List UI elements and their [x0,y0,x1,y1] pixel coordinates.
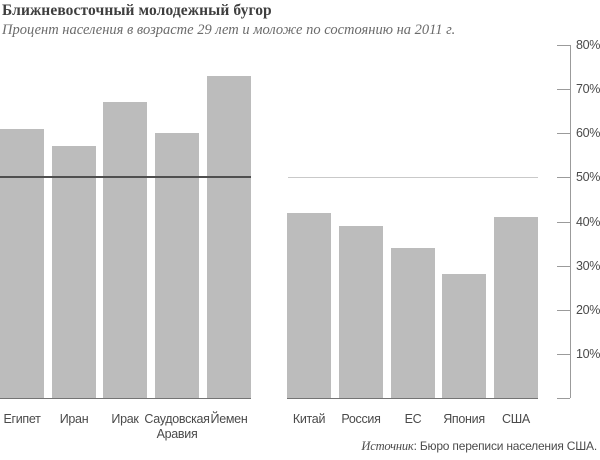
source-text: : Бюро переписи населения США. [413,439,598,453]
bar-comparison-0 [287,213,331,398]
x-axis-label: США [502,412,530,426]
bar-comparison-1 [339,226,383,398]
bar-middle-east-4 [207,76,251,398]
y-axis-tick-label: 60% [576,126,600,140]
y-axis-tick [557,222,570,223]
chart-title: Ближневосточный молодежный бугор [2,2,272,19]
y-axis-tick-label: 70% [576,82,600,96]
bar-comparison-2 [391,248,435,398]
y-axis-tick [557,89,570,90]
reference-line-50pct-left [0,176,251,178]
bar-middle-east-0 [0,129,44,398]
y-axis-tick [557,177,570,178]
x-axis-label: Россия [341,412,381,426]
y-axis-tick [557,354,570,355]
reference-line-50pct-right [288,177,538,178]
bar-middle-east-2 [103,102,147,398]
source-note: Источник: Бюро переписи населения США. [361,439,597,454]
y-axis-tick [557,310,570,311]
y-axis-tick [557,398,570,399]
x-axis-baseline [0,398,251,399]
bar-middle-east-3 [155,133,199,398]
y-axis-line [570,45,571,398]
x-axis-label: Ирак [111,412,139,426]
source-label: Источник [361,439,414,453]
x-axis-label: Йемен [210,412,248,426]
bar-comparison-3 [442,274,486,398]
y-axis-tick-label: 50% [576,170,600,184]
y-axis-tick-label: 10% [576,347,600,361]
y-axis-tick [557,266,570,267]
y-axis-tick-label: 40% [576,215,600,229]
x-axis-label: Китай [292,412,326,426]
chart-subtitle: Процент населения в возрасте 29 лет и мо… [2,22,456,38]
x-axis-label: Япония [443,412,485,426]
bar-comparison-4 [494,217,538,398]
x-axis-label: Египет [3,412,41,426]
x-axis-baseline [287,398,538,399]
bar-middle-east-1 [52,146,96,398]
y-axis-tick-label: 80% [576,38,600,52]
x-axis-label: Саудовская Аравия [144,412,210,441]
y-axis-tick [557,133,570,134]
y-axis-tick-label: 30% [576,259,600,273]
x-axis-label: Иран [59,412,89,426]
y-axis-tick [557,45,570,46]
y-axis-tick-label: 20% [576,303,600,317]
x-axis-label: ЕС [404,412,422,426]
